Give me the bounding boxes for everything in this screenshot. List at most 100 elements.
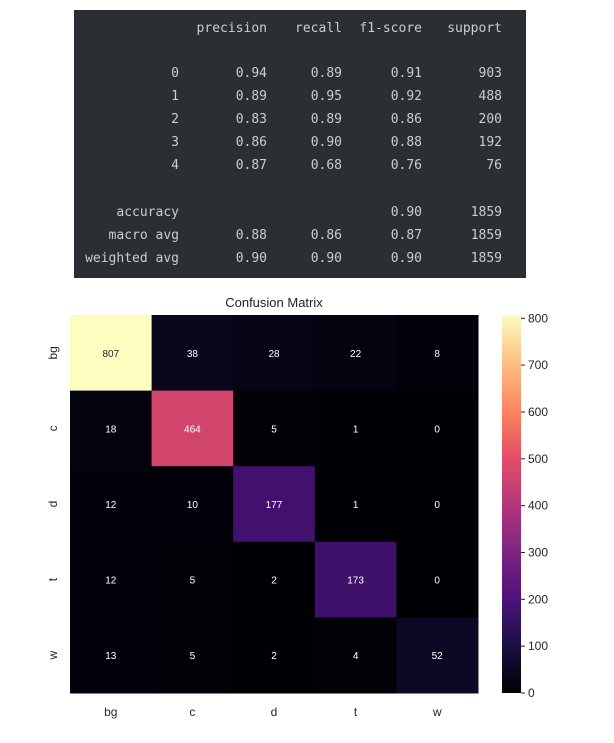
- report-cell: 903: [478, 66, 502, 81]
- report-cell: 0.90: [310, 135, 342, 150]
- report-summary-cell: 0.90: [310, 251, 342, 266]
- heatmap-cell: [396, 541, 479, 618]
- report-cell: 0.89: [310, 66, 342, 81]
- cell-value-label: 18: [105, 424, 117, 435]
- report-header: support: [447, 21, 502, 36]
- y-tick-label: w: [46, 651, 60, 661]
- heatmap-cell: [396, 315, 479, 392]
- heatmap-cell: [70, 466, 153, 543]
- heatmap-cell: [233, 390, 316, 467]
- report-cell: 488: [478, 89, 502, 104]
- report-cell: 0.89: [310, 112, 342, 127]
- colorbar-tick-label: 300: [528, 545, 548, 559]
- report-summary-cell: 0.90: [235, 251, 267, 266]
- cell-value-label: 1: [353, 500, 359, 511]
- x-tick-label: c: [189, 705, 195, 719]
- cell-value-label: 5: [190, 576, 196, 587]
- colorbar-tick-label: 200: [528, 592, 548, 606]
- heatmap-cell: [151, 617, 234, 694]
- report-summary-cell: 0.90: [390, 205, 422, 220]
- heatmap-cell: [233, 617, 316, 694]
- cell-value-label: 4: [353, 651, 359, 662]
- report-summary-cell: 0.87: [390, 228, 422, 243]
- report-cell: 192: [478, 135, 502, 150]
- cell-value-label: 8: [434, 349, 440, 360]
- report-header: recall: [295, 21, 342, 36]
- cell-value-label: 173: [347, 576, 364, 587]
- cell-value-label: 177: [266, 500, 283, 511]
- cell-value-label: 0: [434, 424, 440, 435]
- cell-value-label: 807: [102, 349, 119, 360]
- cell-value-label: 464: [184, 424, 201, 435]
- report-cell: 0.76: [390, 158, 422, 173]
- cell-value-label: 2: [271, 651, 277, 662]
- cell-value-label: 0: [434, 500, 440, 511]
- cell-value-label: 2: [271, 576, 277, 587]
- cell-value-label: 5: [190, 651, 196, 662]
- classification-report: precision recall f1-score support 0 0.94 0.89 0…: [74, 10, 526, 278]
- report-cell: 0.91: [390, 66, 422, 81]
- cell-value-label: 38: [187, 349, 199, 360]
- report-cell: 200: [478, 112, 502, 127]
- colorbar-tick-label: 700: [528, 358, 548, 372]
- colorbar-tick-label: 100: [528, 639, 548, 653]
- report-summary-cell: 1859: [470, 228, 502, 243]
- cell-value-label: 5: [271, 424, 277, 435]
- heatmap-cell: [151, 315, 234, 392]
- y-tick-label: c: [46, 425, 60, 431]
- cell-value-label: 22: [350, 349, 362, 360]
- report-header: precision: [196, 21, 267, 36]
- heatmap-cell: [233, 541, 316, 618]
- report-cell: 0.95: [310, 89, 342, 104]
- chart-title: Confusion Matrix: [225, 295, 323, 310]
- colorbar-tick-label: 800: [528, 311, 548, 325]
- heatmap-cell: [314, 315, 397, 392]
- report-summary-label: accuracy: [116, 205, 179, 220]
- heatmap-cell: [314, 466, 397, 543]
- report-cell: 0.92: [390, 89, 422, 104]
- heatmap-cell: [151, 390, 234, 467]
- heatmap-cell: [233, 315, 316, 392]
- colorbar-tick-label: 400: [528, 499, 548, 513]
- heatmap-cell: [314, 541, 397, 618]
- x-tick-label: d: [271, 705, 278, 719]
- cell-value-label: 0: [434, 576, 440, 587]
- report-summary-cell: 0.88: [235, 228, 267, 243]
- colorbar: [502, 315, 521, 693]
- x-tick-label: t: [354, 705, 358, 719]
- heatmap-cell: [70, 390, 153, 467]
- y-tick-label: bg: [46, 346, 60, 359]
- report-cell: 0.89: [235, 89, 267, 104]
- report-row-label: 0: [171, 66, 179, 81]
- colorbar-tick-label: 600: [528, 405, 548, 419]
- colorbar-tick-label: 500: [528, 452, 548, 466]
- report-summary-cell: 1859: [470, 205, 502, 220]
- report-row-label: 4: [171, 158, 179, 173]
- x-tick-label: bg: [104, 705, 117, 719]
- cell-value-label: 12: [105, 576, 117, 587]
- report-cell: 76: [486, 158, 502, 173]
- heatmap-cell: [396, 617, 479, 694]
- cell-value-label: 10: [187, 500, 199, 511]
- heatmap-cell: [151, 466, 234, 543]
- cell-value-label: 1: [353, 424, 359, 435]
- y-tick-label: d: [46, 501, 60, 508]
- cell-value-label: 28: [268, 349, 280, 360]
- report-header: f1-score: [359, 21, 422, 36]
- cell-value-label: 13: [105, 651, 117, 662]
- report-row-label: 2: [171, 112, 179, 127]
- heatmap-cell: [233, 466, 316, 543]
- heatmap-cell: [396, 390, 479, 467]
- x-tick-label: w: [432, 705, 442, 719]
- y-tick-label: t: [46, 577, 60, 581]
- report-cell: 0.94: [235, 66, 267, 81]
- report-row-label: 3: [171, 135, 179, 150]
- heatmap-cell: [314, 617, 397, 694]
- report-summary-cell: 1859: [470, 251, 502, 266]
- cell-value-label: 52: [432, 651, 444, 662]
- report-cell: 0.87: [235, 158, 267, 173]
- report-row-label: 1: [171, 89, 179, 104]
- report-summary-cell: 0.90: [390, 251, 422, 266]
- colorbar-tick-label: 0: [528, 686, 535, 700]
